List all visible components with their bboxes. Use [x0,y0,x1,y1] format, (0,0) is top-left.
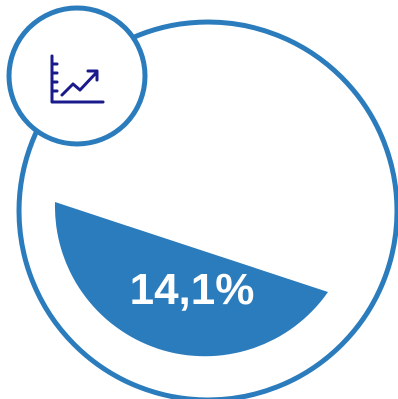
percent-value-label: 14,1% [130,265,255,314]
gauge-outer-ring [16,19,398,399]
icon-badge-circle [6,5,148,147]
gauge-fill-segment [54,202,329,357]
line-chart-trend-up-icon [50,54,105,104]
